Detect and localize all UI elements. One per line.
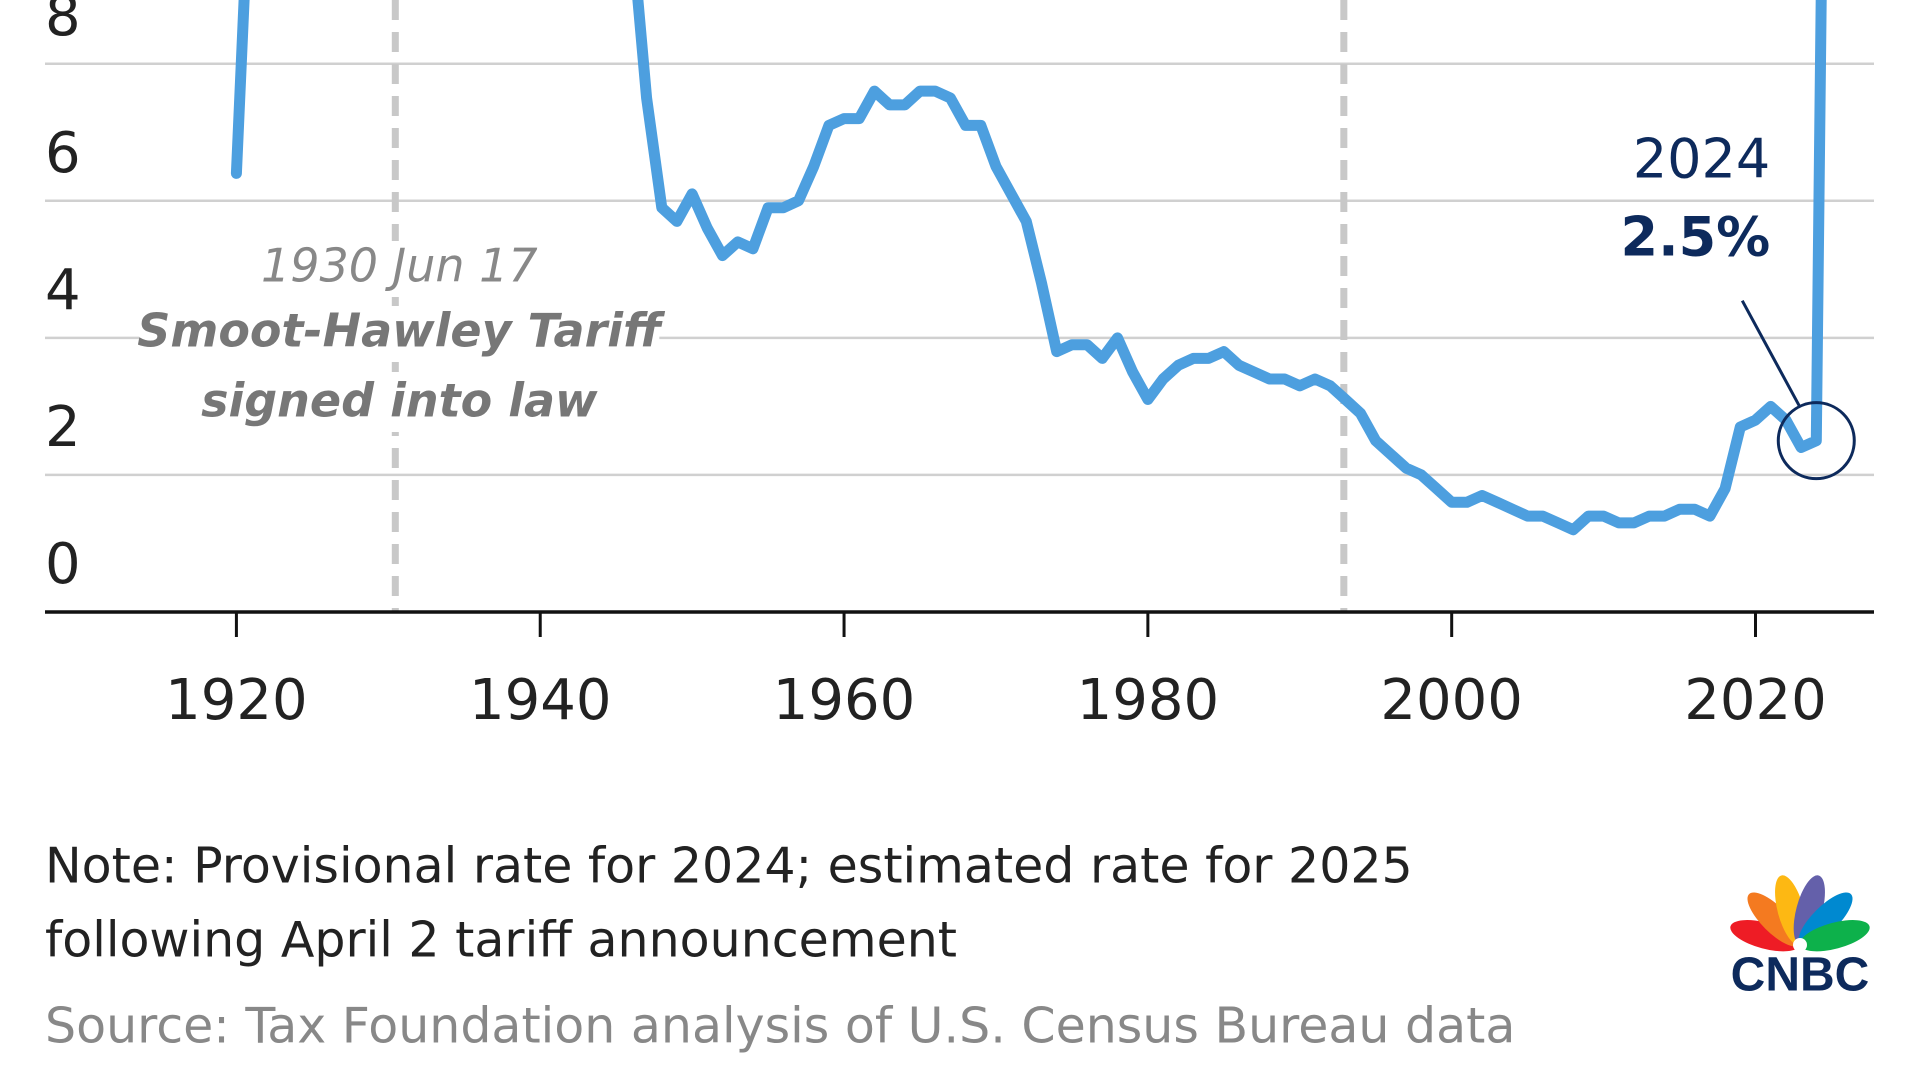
y-tick-label: 8: [45, 0, 81, 49]
callout-value: 2.5%: [1621, 206, 1771, 269]
callout-year: 2024: [1633, 128, 1770, 191]
source: Source: Tax Foundation analysis of U.S. …: [45, 998, 1515, 1055]
x-tick-label: 1960: [773, 668, 916, 733]
annotation-bg: [209, 376, 590, 432]
logo-center: [1793, 938, 1807, 952]
annotation-date: 1930 Jun 17: [261, 239, 538, 293]
cnbc-logo: CNBC: [1730, 875, 1870, 1002]
x-tick-label: 2000: [1380, 668, 1523, 733]
callout-circle: [1776, 401, 1856, 481]
plot-area: [230, 0, 1827, 536]
data-line: [230, 0, 1827, 536]
logo-feather: [1799, 920, 1870, 952]
x-tick-label: 1920: [165, 668, 308, 733]
note-line: following April 2 tariff announcement: [45, 912, 957, 969]
y-tick-label: 6: [45, 121, 81, 186]
annotation-bg: [139, 306, 660, 362]
y-tick-label: 4: [45, 258, 81, 323]
annotation-text: signed into law: [201, 374, 598, 428]
x-tick-label: 2020: [1684, 668, 1827, 733]
annotation-bg: [259, 241, 540, 297]
logo-feather: [1793, 875, 1825, 946]
note-line: Note: Provisional rate for 2024; estimat…: [45, 838, 1413, 895]
y-tick-label: 2: [45, 395, 81, 460]
x-tick-label: 1940: [469, 668, 612, 733]
logo-text: CNBC: [1731, 949, 1870, 1002]
callout-leader: [1740, 299, 1802, 409]
x-tick-label: 1980: [1077, 668, 1220, 733]
annotation-text: Smoot-Hawley Tariff: [137, 304, 666, 358]
logo-feather: [1730, 920, 1801, 952]
y-tick-label: 0: [45, 532, 81, 597]
